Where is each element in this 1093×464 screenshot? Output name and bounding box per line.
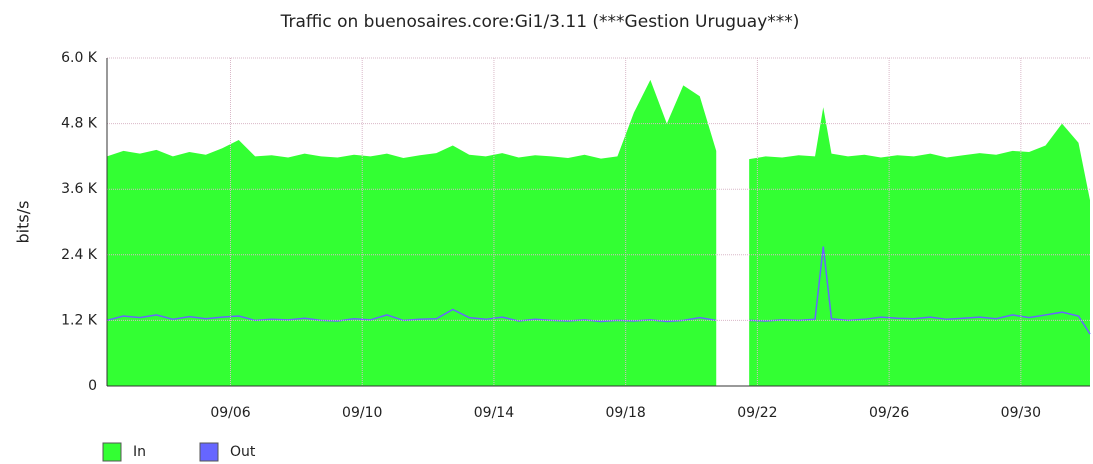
y-axis-label: bits/s <box>14 201 33 244</box>
legend-label: In <box>133 444 146 460</box>
y-tick-label: 1.2 K <box>61 312 98 328</box>
x-tick-label: 09/10 <box>342 405 382 421</box>
x-tick-label: 09/26 <box>869 405 909 421</box>
x-tick-label: 09/18 <box>605 405 645 421</box>
y-tick-label: 0 <box>88 378 97 394</box>
y-tick-label: 6.0 K <box>61 50 98 66</box>
y-tick-label: 3.6 K <box>61 181 98 197</box>
legend-swatch <box>199 442 219 462</box>
x-tick-label: 09/22 <box>737 405 777 421</box>
x-tick-label: 09/14 <box>474 405 514 421</box>
legend-swatch <box>102 442 122 462</box>
x-tick-label: 09/06 <box>210 405 250 421</box>
y-tick-label: 2.4 K <box>61 247 98 263</box>
chart-title: Traffic on buenosaires.core:Gi1/3.11 (**… <box>280 12 800 32</box>
x-tick-label: 09/30 <box>1001 405 1041 421</box>
out-line <box>106 246 1091 335</box>
in-area <box>107 79 1090 386</box>
y-tick-label: 4.8 K <box>61 116 98 132</box>
legend-label: Out <box>230 444 256 460</box>
